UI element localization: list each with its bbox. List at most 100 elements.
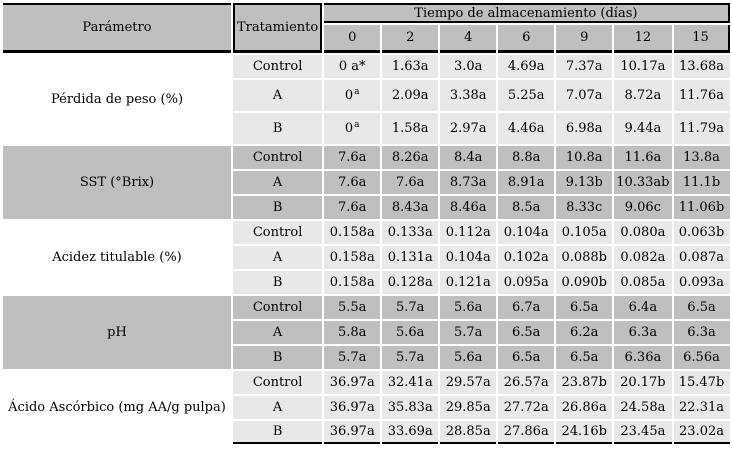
value-cell: 8.73a [440,171,497,194]
value-cell: 9.13b [556,171,613,194]
treatment-cell: Control [233,55,323,78]
value-cell: 7.6a [324,171,381,194]
table-row: pH Control 5.5a 5.7a 5.6a 6.7a 6.5a 6.4a 6.5a [3,296,730,369]
value-cell: 8.43a [382,196,439,219]
treatment-cell: B [233,421,323,444]
value-cell: 6.5a [498,321,555,344]
table-row: A 0a 2.09a 3.38a 5.25a 7.07a 8.72a 11.76a [3,80,730,111]
value-cell: 8.46a [440,196,497,219]
value-cell: 5.8a [324,321,381,344]
value-cell: 5.7a [382,296,439,319]
value-cell: 6.7a [498,296,555,319]
value-cell: 2.09a [382,80,439,111]
value-cell: 6.36a [614,346,672,369]
value-cell: 0.131a [382,246,439,269]
value-cell: 13.68a [673,55,730,78]
value-cell: 5.7a [324,346,381,369]
value-cell: 7.6a [382,171,439,194]
day-col-header: 0 [324,25,381,53]
value-cell: 6.3a [614,321,672,344]
value-cell: 0.080a [614,221,672,244]
value-cell: 6.5a [673,296,730,319]
value-cell: 11.06b [673,196,730,219]
table-row: B 7.6a 8.43a 8.46a 8.5a 8.33c 9.06c 11.06b [3,196,730,219]
treatment-cell: Control [233,296,323,319]
table-body: Pérdida de peso (%) Control 0 a* 1.63a 3.0a 4… [3,55,730,444]
value-cell: 36.97a [324,371,381,394]
treatment-cell: B [233,271,323,294]
value-cell: 26.86a [556,396,613,419]
treatment-cell: B [233,113,323,144]
value-cell: 8.72a [614,80,672,111]
value-cell: 27.72a [498,396,555,419]
value-cell: 10.8a [556,146,613,169]
value-cell: 6.5a [556,296,613,319]
value-cell: 0.104a [440,246,497,269]
value-cell: 0.102a [498,246,555,269]
value-cell: 2.97a [440,113,497,144]
treatment-cell: A [233,80,323,111]
value-cell: 0.082a [614,246,672,269]
value-cell: 0.085a [614,271,672,294]
value-cell: 11.76a [673,80,730,111]
value-cell: 6.3a [673,321,730,344]
value-cell: 0.158a [324,271,381,294]
table-row: A 0.158a 0.131a 0.104a 0.102a 0.088b 0.082a 0.0… [3,246,730,269]
value-cell: 29.57a [440,371,497,394]
day-col-header: 9 [556,25,613,53]
header-row-1: Parámetro Tratamiento Tiempo de almacena… [3,3,730,53]
value-cell: 7.37a [556,55,613,78]
value-cell: 7.07a [556,80,613,111]
value-cell: 5.7a [440,321,497,344]
treatment-cell: Control [233,146,323,169]
table-row: Acidez titulable (%) Control 0.158a 0.133a 0… [3,221,730,294]
value-cell: 0.063b [673,221,730,244]
value-cell: 28.85a [440,421,497,444]
value-cell: 6.5a [556,346,613,369]
value-cell: 10.33ab [614,171,672,194]
time-group-header: Tiempo de almacenamiento (días) [324,3,730,23]
value-cell: 3.0a [440,55,497,78]
value-cell: 4.46a [498,113,555,144]
value-cell: 0.087a [673,246,730,269]
value-cell: 36.97a [324,396,381,419]
parameter-cell: SST (°Brix) [3,146,231,219]
value-cell: 1.63a [382,55,439,78]
day-col-header: 15 [673,25,730,53]
table-row: A 5.8a 5.6a 5.7a 6.5a 6.2a 6.3a 6.3a [3,321,730,344]
value-cell: 29.85a [440,396,497,419]
table-row: Ácido Ascórbico (mg AA/g pulpa) Control 36… [3,371,730,444]
value-cell: 7.6a [324,196,381,219]
value-cell: 13.8a [673,146,730,169]
value-cell: 5.25a [498,80,555,111]
table-row: B 0.158a 0.128a 0.121a 0.095a 0.090b 0.085a 0.0… [3,271,730,294]
table-row: B 5.7a 5.7a 5.6a 6.5a 6.5a 6.36a 6.56a [3,346,730,369]
treatment-cell: Control [233,221,323,244]
value-cell: 5.6a [440,346,497,369]
table-row: B 0a 1.58a 2.97a 4.46a 6.98a 9.44a 11.79a [3,113,730,144]
value-cell: 0.128a [382,271,439,294]
value-cell: 3.38a [440,80,497,111]
day-col-header: 2 [382,25,439,53]
table-row: B 36.97a 33.69a 28.85a 27.86a 24.16b 23.45a 23.… [3,421,730,444]
value-cell: 5.5a [324,296,381,319]
value-cell: 0a [324,80,381,111]
value-cell: 0.158a [324,246,381,269]
value-cell: 24.58a [614,396,672,419]
day-col-header: 12 [614,25,672,53]
parameter-col-header: Parámetro [3,3,231,53]
day-header-row: 0 2 4 6 9 12 15 [3,25,730,53]
value-cell: 11.79a [673,113,730,144]
superscript-letter: a [354,119,360,130]
value-cell: 0.104a [498,221,555,244]
value-cell: 23.87b [556,371,613,394]
parameter-cell: pH [3,296,231,369]
value-cell: 0.095a [498,271,555,294]
value-cell: 6.5a [498,346,555,369]
value-cell: 35.83a [382,396,439,419]
value-cell: 1.58a [382,113,439,144]
value-cell: 0.105a [556,221,613,244]
value-cell: 23.02a [673,421,730,444]
value-cell: 0 a* [324,55,381,78]
